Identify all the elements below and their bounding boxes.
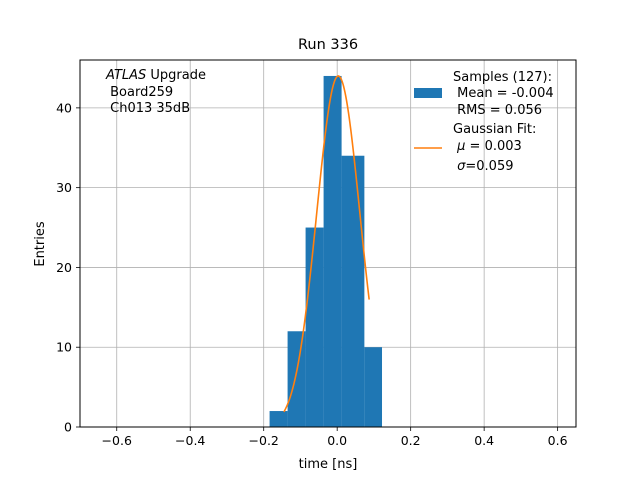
x-tick-label: 0.2 — [401, 433, 421, 448]
annotation-channel: Ch013 35dB — [106, 101, 190, 116]
y-tick-label: 20 — [56, 260, 72, 275]
legend-samples-rms: RMS = 0.056 — [453, 103, 542, 118]
x-axis-ticks: −0.6 −0.4 −0.2 0.0 0.2 0.4 0.6 — [102, 427, 568, 448]
legend-samples-title: Samples (127): — [453, 70, 552, 85]
y-tick-label: 30 — [56, 180, 72, 195]
annotation-board: Board259 — [106, 85, 173, 100]
legend-fit-sigma-symbol: σ — [457, 159, 466, 174]
legend-fit-sigma-value: =0.059 — [465, 159, 513, 174]
x-tick-label: −0.6 — [102, 433, 132, 448]
x-tick-label: −0.2 — [249, 433, 279, 448]
legend-fit-mu-symbol: μ — [456, 139, 465, 154]
x-axis-label: time [ns] — [299, 457, 358, 472]
atlas-annotation: ATLAS Upgrade Board259 Ch013 35dB — [105, 68, 206, 116]
legend: Samples (127): Mean = -0.004 RMS = 0.056… — [414, 70, 554, 174]
histogram-bar — [269, 411, 288, 427]
legend-fit-title: Gaussian Fit: — [453, 122, 536, 137]
gaussian-fit-line — [283, 75, 370, 413]
x-tick-label: −0.4 — [175, 433, 205, 448]
legend-fit-mu-value: = 0.003 — [465, 139, 521, 154]
annotation-upgrade: Upgrade — [146, 68, 206, 83]
y-axis-label: Entries — [33, 221, 48, 267]
histogram-bars — [269, 75, 383, 428]
x-tick-label: 0.6 — [548, 433, 568, 448]
y-tick-label: 40 — [56, 100, 72, 115]
histogram-bar — [287, 331, 306, 427]
x-tick-label: 0.4 — [474, 433, 494, 448]
chart-title: Run 336 — [298, 37, 358, 53]
legend-samples-patch — [414, 88, 442, 98]
plot-frame — [79, 59, 577, 428]
y-tick-label: 10 — [56, 340, 72, 355]
svg-text:σ=0.059: σ=0.059 — [453, 159, 514, 174]
svg-text:μ = 0.003: μ = 0.003 — [453, 139, 522, 154]
y-tick-label: 0 — [64, 420, 72, 435]
histogram-bar — [305, 227, 324, 427]
y-axis-ticks: 0 10 20 30 40 — [56, 100, 80, 435]
svg-text:ATLAS Upgrade: ATLAS Upgrade — [105, 68, 206, 83]
legend-samples-mean: Mean = -0.004 — [453, 86, 554, 101]
x-tick-label: 0.0 — [327, 433, 347, 448]
annotation-atlas: ATLAS — [105, 68, 146, 83]
histogram-bar — [341, 155, 365, 427]
histogram-bar — [323, 75, 342, 428]
histogram-bar — [364, 347, 383, 427]
